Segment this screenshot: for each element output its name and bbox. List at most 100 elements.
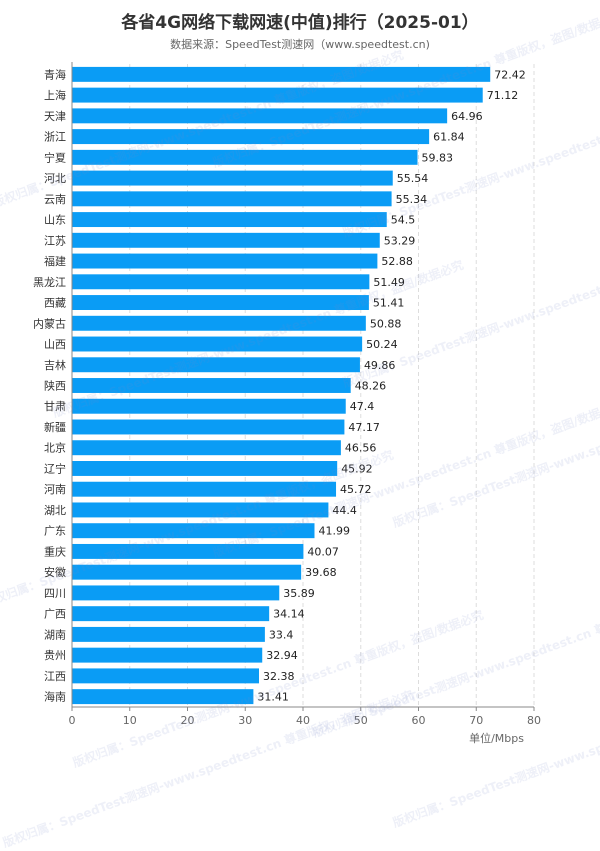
value-label: 48.26	[355, 380, 387, 393]
category-label: 甘肃	[44, 400, 66, 413]
value-label: 40.07	[307, 545, 339, 558]
category-label: 内蒙古	[33, 316, 66, 330]
value-label: 35.89	[283, 587, 315, 600]
value-label: 39.68	[305, 566, 337, 579]
value-label: 45.72	[340, 483, 372, 496]
category-label: 海南	[44, 690, 66, 704]
bar	[72, 481, 337, 497]
bar	[72, 689, 254, 705]
category-label: 贵州	[44, 649, 66, 662]
category-label: 浙江	[44, 131, 66, 144]
x-tick-label: 80	[527, 714, 541, 727]
bar	[72, 66, 491, 82]
bar	[72, 212, 387, 228]
bar	[72, 357, 360, 373]
bar	[72, 253, 378, 269]
category-label: 辽宁	[44, 461, 66, 475]
category-label: 吉林	[44, 358, 66, 372]
unit-label: 单位/Mbps	[469, 732, 524, 745]
bar	[72, 564, 302, 580]
category-label: 新疆	[44, 420, 66, 434]
bar	[72, 647, 263, 663]
bar	[72, 336, 363, 352]
bar	[72, 170, 393, 186]
bar	[72, 502, 329, 518]
category-label: 北京	[44, 441, 66, 455]
category-label: 天津	[44, 110, 66, 123]
bar	[72, 129, 430, 145]
category-label: 青海	[44, 67, 66, 81]
value-label: 71.12	[487, 89, 519, 102]
value-label: 45.92	[341, 462, 373, 475]
bar	[72, 398, 346, 414]
category-label: 云南	[44, 193, 66, 206]
category-label: 山东	[44, 214, 66, 227]
bar	[72, 87, 483, 103]
category-label: 黑龙江	[33, 276, 66, 289]
category-label: 山西	[44, 338, 66, 351]
category-label: 重庆	[44, 544, 66, 558]
category-label: 安徽	[44, 565, 66, 579]
category-label: 江西	[44, 670, 66, 683]
category-label: 江苏	[44, 234, 66, 247]
bar	[72, 295, 369, 310]
bar	[72, 606, 270, 622]
value-label: 61.84	[433, 131, 465, 144]
bar	[72, 461, 338, 476]
category-label: 四川	[44, 587, 66, 600]
bar	[72, 232, 380, 248]
value-label: 59.83	[422, 151, 454, 164]
bar	[72, 274, 370, 290]
category-label: 宁夏	[44, 150, 66, 164]
category-label: 湖北	[44, 504, 66, 517]
chart-title: 各省4G网络下载网速(中值)排行（2025-01）	[121, 13, 479, 33]
category-label: 广东	[44, 525, 66, 538]
category-label: 陕西	[44, 379, 66, 393]
category-label: 西藏	[44, 297, 66, 310]
x-tick-label: 10	[123, 714, 137, 727]
bar-chart: 青海 72.42 上海 71.12 天津 64.96 浙江 61.84 宁夏 59.83 河北 55.…	[33, 62, 541, 727]
value-label: 54.5	[391, 214, 416, 227]
value-label: 64.96	[451, 110, 483, 123]
value-label: 55.34	[396, 193, 428, 206]
category-label: 湖南	[44, 628, 66, 641]
value-label: 50.88	[370, 317, 402, 330]
bar	[72, 668, 259, 684]
category-label: 福建	[44, 254, 66, 268]
category-label: 河北	[44, 172, 66, 185]
value-label: 46.56	[345, 442, 377, 455]
x-tick-label: 50	[354, 714, 368, 727]
x-tick-label: 60	[412, 714, 426, 727]
category-label: 广西	[44, 608, 66, 621]
value-label: 47.17	[348, 421, 380, 434]
bar	[72, 543, 304, 559]
value-label: 52.88	[381, 255, 413, 268]
value-label: 32.94	[266, 649, 298, 662]
x-tick-label: 70	[469, 714, 483, 727]
value-label: 33.4	[269, 628, 294, 641]
x-tick-label: 20	[181, 714, 195, 727]
value-label: 32.38	[263, 670, 295, 683]
bar	[72, 191, 392, 207]
bar	[72, 419, 345, 435]
value-label: 50.24	[366, 338, 398, 351]
value-label: 51.41	[373, 297, 405, 310]
value-label: 34.14	[273, 608, 305, 621]
value-label: 53.29	[384, 234, 416, 247]
value-label: 41.99	[318, 525, 350, 538]
chart-subtitle: 数据来源：SpeedTest测速网（www.speedtest.cn)	[170, 38, 430, 51]
x-tick-label: 40	[296, 714, 310, 727]
bar	[72, 315, 366, 331]
bar	[72, 585, 280, 601]
value-label: 55.54	[397, 172, 429, 185]
value-label: 31.41	[257, 691, 289, 704]
bar	[72, 440, 341, 456]
category-label: 河南	[44, 483, 66, 496]
bar	[72, 108, 448, 124]
value-label: 44.4	[332, 504, 357, 517]
value-label: 72.42	[494, 68, 525, 81]
bar	[72, 149, 418, 165]
value-label: 51.49	[373, 276, 405, 289]
bar	[72, 626, 265, 642]
bar	[72, 523, 315, 539]
